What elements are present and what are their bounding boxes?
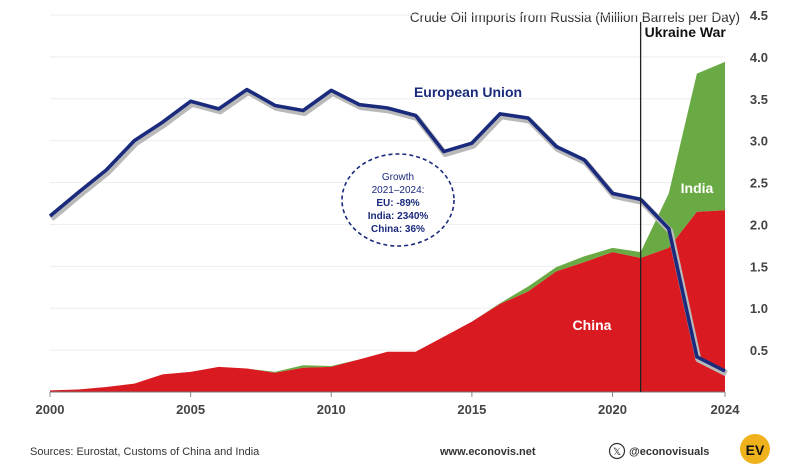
y-tick-label-1.5: 1.5 — [750, 259, 768, 274]
growth-line-5: China: 36% — [371, 224, 425, 235]
footer-social[interactable]: @econovisuals — [629, 446, 709, 458]
ukraine-war-label: Ukraine War — [645, 24, 727, 40]
growth-callout-circle — [341, 153, 455, 247]
y-tick-label-2.5: 2.5 — [750, 176, 768, 191]
series-label-eu: European Union — [414, 84, 522, 100]
x-tick-label-2010: 2010 — [317, 402, 346, 417]
series-label-india: India — [681, 180, 714, 196]
footer-website[interactable]: www.econovis.net — [439, 446, 536, 458]
y-tick-label-4.0: 4.0 — [750, 50, 768, 65]
brand-logo-text: EV — [746, 442, 765, 458]
y-tick-label-2.0: 2.0 — [750, 217, 768, 232]
x-logo-icon: 𝕏 — [613, 447, 621, 458]
x-tick-label-2024: 2024 — [711, 402, 741, 417]
axis-layer: 0.5 1.0 1.5 2.0 2.5 3.0 3.5 4.0 4.5 2000 2005 2010 2… — [36, 8, 768, 417]
chart-title: Crude Oil Imports from Russia (Million B… — [410, 10, 740, 25]
y-tick-label-1.0: 1.0 — [750, 301, 768, 316]
eu-line-shadow — [49, 89, 728, 377]
brand-logo-circle — [740, 434, 770, 464]
series-label-china: China — [573, 317, 612, 333]
eu-line — [48, 87, 726, 373]
x-tick-label-2020: 2020 — [598, 402, 627, 417]
footer: Sources: Eurostat, Customs of China and … — [30, 434, 770, 464]
growth-line-4: India: 2340% — [368, 211, 429, 222]
y-tick-label-4.5: 4.5 — [750, 8, 768, 23]
growth-line-1: Growth — [382, 172, 414, 183]
x-tick-label-2005: 2005 — [176, 402, 205, 417]
growth-callout: Growth 2021–2024: EU: -89% India: 2340% … — [341, 153, 455, 247]
x-tick-label-2015: 2015 — [457, 402, 486, 417]
china-area — [50, 210, 725, 392]
y-tick-label-3.0: 3.0 — [750, 134, 768, 149]
x-logo-circle — [608, 442, 626, 460]
growth-line-2: 2021–2024: — [372, 185, 425, 196]
y-tick-label-0.5: 0.5 — [750, 343, 768, 358]
growth-line-3: EU: -89% — [376, 198, 419, 209]
y-tick-label-3.5: 3.5 — [750, 92, 768, 107]
x-tick-label-2000: 2000 — [36, 402, 65, 417]
line-layer — [48, 87, 728, 377]
area-layer — [50, 61, 725, 392]
footer-sources: Sources: Eurostat, Customs of China and … — [30, 446, 260, 458]
